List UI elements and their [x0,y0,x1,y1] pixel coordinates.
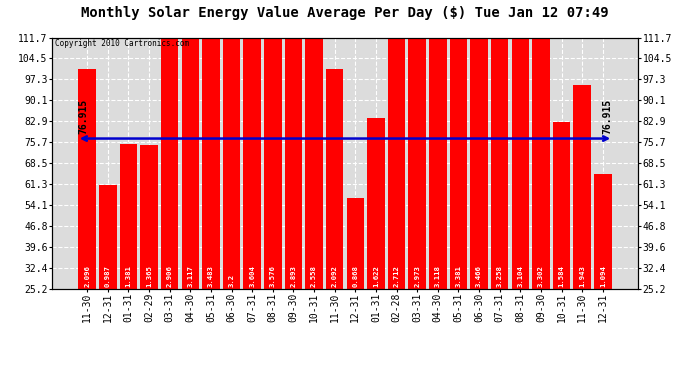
Text: 3.604: 3.604 [249,266,255,287]
Text: 3.466: 3.466 [476,266,482,287]
Bar [244,0,261,289]
Text: 1.584: 1.584 [559,266,564,287]
Bar [223,0,240,289]
Text: 2.893: 2.893 [290,266,297,287]
Text: Monthly Solar Energy Value Average Per Day ($) Tue Jan 12 07:49: Monthly Solar Energy Value Average Per D… [81,6,609,20]
Bar [285,0,302,289]
Text: 3.381: 3.381 [455,266,462,287]
Text: 0.987: 0.987 [105,266,111,287]
Text: 2.712: 2.712 [393,266,400,287]
Bar [326,69,344,289]
Text: 0.868: 0.868 [353,266,358,287]
Bar [79,69,96,289]
Bar [388,4,405,289]
Text: 3.118: 3.118 [435,266,441,287]
Text: 1.943: 1.943 [579,266,585,287]
Text: 76.915: 76.915 [602,99,612,134]
Bar [471,0,488,289]
Bar [99,185,117,289]
Bar [553,122,571,289]
Bar [264,0,282,289]
Bar [346,198,364,289]
Text: Copyright 2010 Cartronics.com: Copyright 2010 Cartronics.com [55,39,189,48]
Text: 2.096: 2.096 [84,266,90,287]
Text: 2.906: 2.906 [167,266,172,287]
Text: 2.558: 2.558 [311,266,317,287]
Text: 2.092: 2.092 [332,266,337,287]
Text: 1.622: 1.622 [373,266,379,287]
Bar [161,0,179,289]
Text: 3.258: 3.258 [497,266,503,287]
Text: 3.2: 3.2 [228,274,235,287]
Bar [594,174,611,289]
Text: 3.302: 3.302 [538,266,544,287]
Bar [202,0,219,289]
Text: 1.365: 1.365 [146,266,152,287]
Text: 3.104: 3.104 [518,266,523,287]
Bar [181,0,199,289]
Text: 3.483: 3.483 [208,266,214,287]
Bar [140,146,158,289]
Text: 1.381: 1.381 [126,266,131,287]
Bar [532,0,550,289]
Bar [491,0,509,289]
Bar [573,85,591,289]
Bar [450,0,467,289]
Text: 3.117: 3.117 [187,266,193,287]
Bar [511,0,529,289]
Bar [367,118,385,289]
Bar [429,0,446,289]
Bar [408,0,426,289]
Bar [119,144,137,289]
Text: 3.576: 3.576 [270,266,276,287]
Text: 76.915: 76.915 [78,99,88,134]
Text: 1.094: 1.094 [600,266,606,287]
Bar [305,20,323,289]
Text: 2.973: 2.973 [414,266,420,287]
